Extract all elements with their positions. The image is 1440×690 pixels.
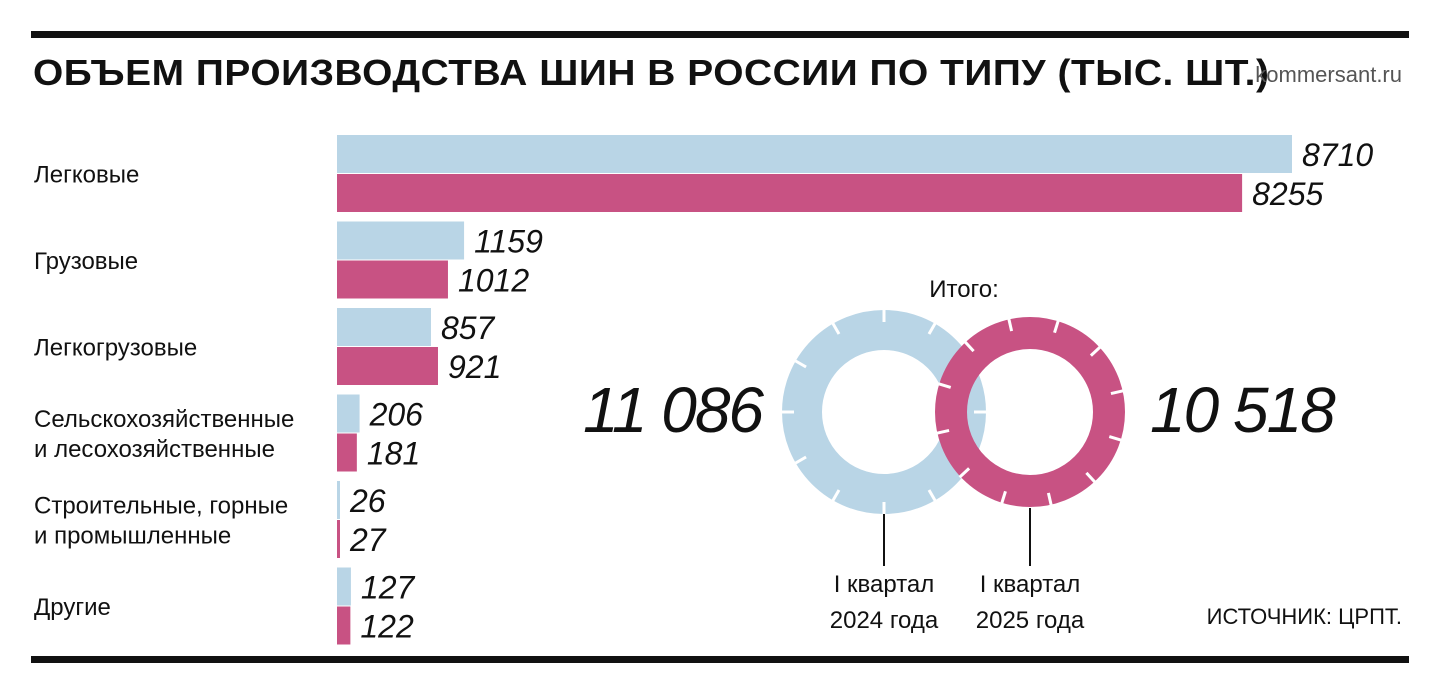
category-label: Сельскохозяйственные и лесохозяйственные bbox=[34, 406, 294, 463]
value-label-2025: 122 bbox=[360, 609, 414, 645]
bar-2024 bbox=[337, 481, 340, 519]
period-label-line: 2024 года bbox=[830, 607, 939, 634]
tread-notch bbox=[1108, 435, 1123, 442]
bar-2024 bbox=[337, 394, 360, 433]
category-label: Строительные, горные и промышленные bbox=[34, 493, 288, 550]
bar-2025 bbox=[337, 347, 438, 385]
category-label: Грузовые bbox=[34, 248, 138, 275]
category-label-line: Строительные, горные bbox=[34, 493, 288, 520]
total-2024: 11 086 bbox=[583, 374, 764, 446]
tread-notch bbox=[963, 340, 975, 353]
bottom-rule bbox=[31, 656, 1409, 663]
category-label-line: Сельскохозяйственные bbox=[34, 406, 294, 433]
tread-notch bbox=[937, 382, 952, 389]
tread-notch bbox=[958, 467, 971, 479]
period-label-line: I квартал bbox=[980, 571, 1081, 598]
value-label-2024: 26 bbox=[349, 483, 386, 519]
value-label-2024: 206 bbox=[369, 397, 424, 433]
totals-heading: Итого: bbox=[929, 276, 999, 303]
period-label-line: 2025 года bbox=[976, 607, 1085, 634]
tread-notch bbox=[831, 489, 841, 502]
tread-notch bbox=[831, 322, 841, 335]
value-label-2025: 921 bbox=[448, 349, 501, 385]
chart-title: ОБЪЕМ ПРОИЗВОДСТВА ШИН В РОССИИ ПО ТИПУ … bbox=[33, 52, 1270, 93]
source-note: ИСТОЧНИК: ЦРПТ. bbox=[1206, 604, 1402, 629]
category-label-line: и лесохозяйственные bbox=[34, 436, 275, 463]
category-label-line: и промышленные bbox=[34, 523, 231, 550]
category-label-line: Другие bbox=[34, 594, 111, 621]
category-label-line: Легкогрузовые bbox=[34, 335, 197, 362]
value-label-2025: 1012 bbox=[458, 263, 529, 299]
top-rule bbox=[31, 31, 1409, 38]
tread-notch bbox=[936, 428, 950, 435]
category-label-line: Грузовые bbox=[34, 248, 138, 275]
tread-notch bbox=[1089, 345, 1102, 357]
tread-notch bbox=[1046, 492, 1053, 506]
category-label: Легковые bbox=[34, 162, 139, 189]
bar-2025 bbox=[337, 520, 340, 558]
value-label-2024: 127 bbox=[361, 570, 416, 606]
tread-notch bbox=[794, 455, 807, 465]
bar-2024 bbox=[337, 221, 465, 260]
tread-notch bbox=[1110, 389, 1124, 396]
bar-2025 bbox=[337, 606, 351, 645]
category-label: Легкогрузовые bbox=[34, 335, 197, 362]
bar-2024 bbox=[337, 567, 351, 606]
period-label-2025: I квартал 2025 года bbox=[976, 571, 1085, 634]
tread-notch bbox=[1085, 471, 1097, 484]
value-label-2024: 8710 bbox=[1302, 137, 1373, 173]
tread-notch bbox=[1053, 319, 1060, 334]
tread-notch bbox=[794, 359, 807, 369]
tread-notch bbox=[927, 322, 937, 335]
value-label-2025: 8255 bbox=[1252, 176, 1323, 212]
bar-2025 bbox=[337, 433, 357, 472]
category-label-line: Легковые bbox=[34, 162, 139, 189]
period-label-line: I квартал bbox=[834, 571, 935, 598]
site-name: kommersant.ru bbox=[1255, 62, 1402, 87]
value-label-2025: 27 bbox=[349, 522, 387, 558]
tread-notch bbox=[927, 489, 937, 502]
tread-notch bbox=[1000, 490, 1007, 505]
bar-2025 bbox=[337, 260, 448, 299]
category-label: Другие bbox=[34, 594, 111, 621]
ring-2025 bbox=[935, 317, 1125, 507]
bar-2024 bbox=[337, 135, 1292, 173]
value-label-2025: 181 bbox=[367, 436, 420, 472]
bar-2024 bbox=[337, 308, 431, 346]
period-label-2024: I квартал 2024 года bbox=[830, 571, 939, 634]
value-label-2024: 857 bbox=[441, 310, 496, 346]
value-label-2024: 1159 bbox=[474, 224, 543, 260]
bar-2025 bbox=[337, 174, 1243, 212]
total-2025: 10 518 bbox=[1150, 374, 1336, 446]
tread-notch bbox=[1007, 318, 1014, 332]
